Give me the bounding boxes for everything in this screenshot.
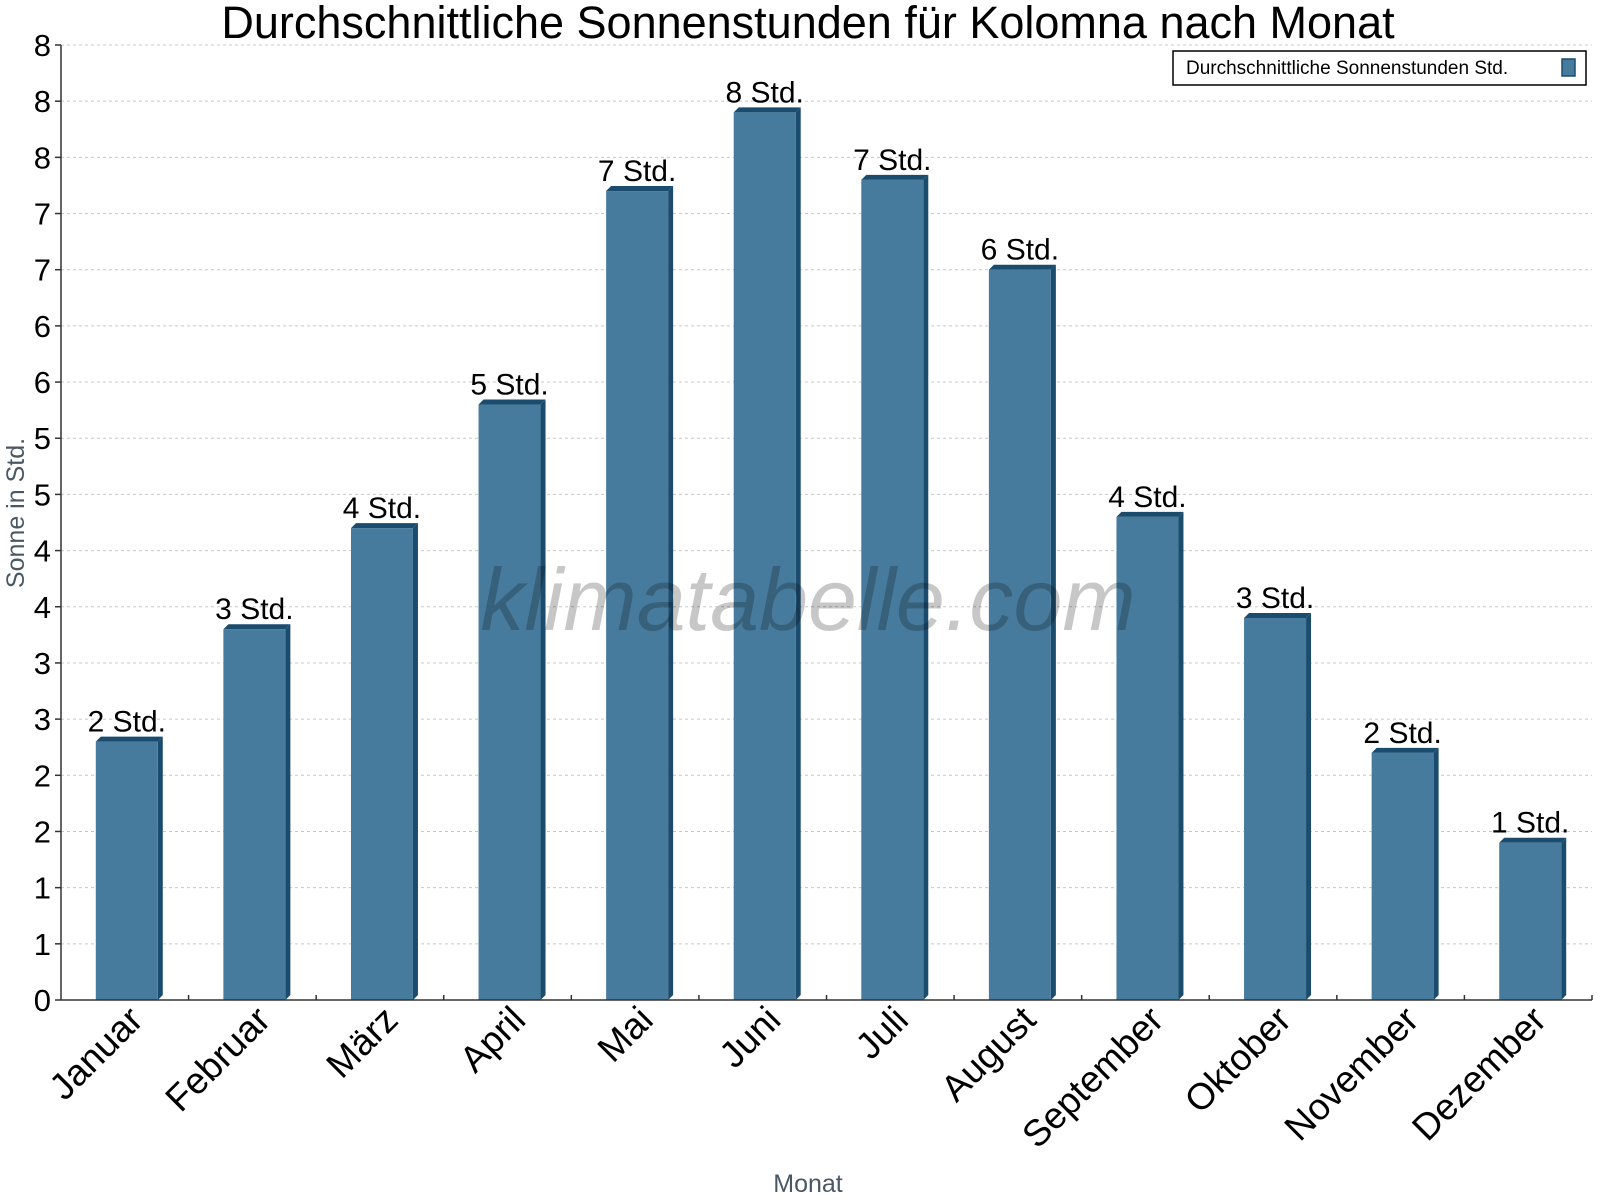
bar: [733, 112, 796, 1001]
bars: [95, 107, 1567, 1001]
bar: [95, 741, 158, 1000]
x-tick-label: April: [452, 999, 533, 1080]
bar-side: [412, 523, 418, 1000]
bar-top: [1116, 511, 1184, 517]
grid-lines: [61, 44, 1592, 945]
y-tick-label: 4: [34, 534, 51, 569]
bar: [861, 179, 924, 1000]
axes: [60, 45, 1592, 1001]
bar-side: [157, 736, 163, 1000]
data-label: 1 Std.: [1491, 807, 1569, 840]
y-tick-label: 7: [34, 253, 51, 288]
bar-side: [1433, 747, 1439, 1000]
data-label: 3 Std.: [1236, 582, 1314, 615]
x-tick-label: Juni: [711, 999, 788, 1076]
legend-box: [1172, 50, 1587, 86]
y-tick-label: 2: [34, 758, 51, 793]
bar-top: [1371, 747, 1439, 753]
chart-title: Durchschnittliche Sonnenstunden für Kolo…: [221, 0, 1395, 48]
data-label: 8 Std.: [726, 76, 804, 109]
y-tick-label: 8: [34, 84, 51, 119]
data-label: 6 Std.: [981, 234, 1059, 267]
bar-top: [1499, 837, 1567, 843]
bar-side: [540, 399, 546, 1000]
x-tick-label: November: [1277, 999, 1427, 1149]
y-tick-label: 3: [34, 646, 51, 681]
bar-side: [923, 174, 929, 1000]
y-tick-label: 7: [34, 197, 51, 232]
bar: [350, 528, 413, 1000]
bar-side: [1561, 837, 1567, 1000]
legend-swatch: [1561, 58, 1576, 77]
bar-side: [1306, 613, 1312, 1000]
bar-top: [223, 624, 291, 630]
y-tick-label: 1: [34, 871, 51, 906]
y-tick-label: 4: [34, 590, 51, 625]
bar: [223, 629, 286, 1000]
data-label: 2 Std.: [88, 706, 166, 739]
bar-top: [1244, 613, 1312, 618]
x-tick-label: August: [933, 998, 1044, 1109]
bar-side: [1178, 511, 1184, 1000]
x-tick-label: März: [318, 999, 405, 1086]
bar: [1244, 618, 1307, 1000]
bar-top: [95, 736, 163, 742]
bar-top: [478, 399, 546, 405]
bar-top: [733, 107, 801, 113]
bar: [1371, 752, 1434, 1000]
data-label: 7 Std.: [853, 144, 931, 177]
legend: Durchschnittliche Sonnenstunden Std.: [1172, 50, 1587, 86]
y-tick-label: 8: [34, 140, 51, 175]
data-label: 4 Std.: [1108, 481, 1186, 514]
x-axis-title: Monat: [773, 1170, 843, 1198]
y-tick-label: 0: [34, 983, 51, 1018]
y-tick-label: 6: [34, 309, 51, 344]
x-tick-label: Februar: [157, 999, 278, 1120]
y-tick-label: 2: [34, 814, 51, 849]
bar: [988, 269, 1051, 1000]
data-label: 5 Std.: [470, 369, 548, 402]
bar: [478, 404, 541, 1000]
y-axis-ticks: 0 1 1 2 2 3 3 4 4 5 5 6 6 7 7 8 8 8: [34, 28, 61, 1018]
bar-side: [285, 624, 291, 1000]
y-tick-label: 8: [34, 28, 51, 63]
bar-top: [350, 523, 418, 529]
bar: [1116, 516, 1179, 1000]
bar-side: [1050, 264, 1056, 1000]
bar-top: [988, 264, 1056, 270]
y-tick-label: 3: [34, 702, 51, 737]
y-axis-title: Sonne in Std.: [2, 438, 30, 588]
y-tick-label: 6: [34, 365, 51, 400]
x-tick-label: Oktober: [1177, 999, 1299, 1121]
x-tick-label: Mai: [590, 999, 661, 1070]
legend-label: Durchschnittliche Sonnenstunden Std.: [1186, 58, 1508, 79]
data-label: 3 Std.: [215, 593, 293, 626]
data-label: 7 Std.: [598, 155, 676, 188]
watermark: klimatabelle.com: [480, 550, 1135, 649]
bar-top: [861, 174, 929, 180]
y-tick-label: 5: [34, 421, 51, 456]
x-tick-label: Dezember: [1404, 999, 1554, 1149]
bar-top: [606, 186, 674, 192]
bar-side: [668, 186, 674, 1000]
bar: [1499, 842, 1562, 1000]
y-tick-label: 5: [34, 477, 51, 512]
y-tick-label: 1: [34, 927, 51, 962]
bar: [606, 191, 669, 1000]
x-tick-label: Januar: [41, 999, 150, 1108]
x-axis-ticks: Januar Februar März April Mai Juni Juli AugustS…: [41, 995, 1593, 1156]
x-tick-label: Juli: [848, 999, 916, 1067]
data-label: 2 Std.: [1363, 717, 1441, 750]
bar-side: [795, 107, 801, 1001]
data-label: 4 Std.: [343, 492, 421, 525]
data-labels: 2 Std. 3 Std. 4 Std. 5 Std. 7 Std. 8 Std. 7 St…: [88, 76, 1570, 839]
